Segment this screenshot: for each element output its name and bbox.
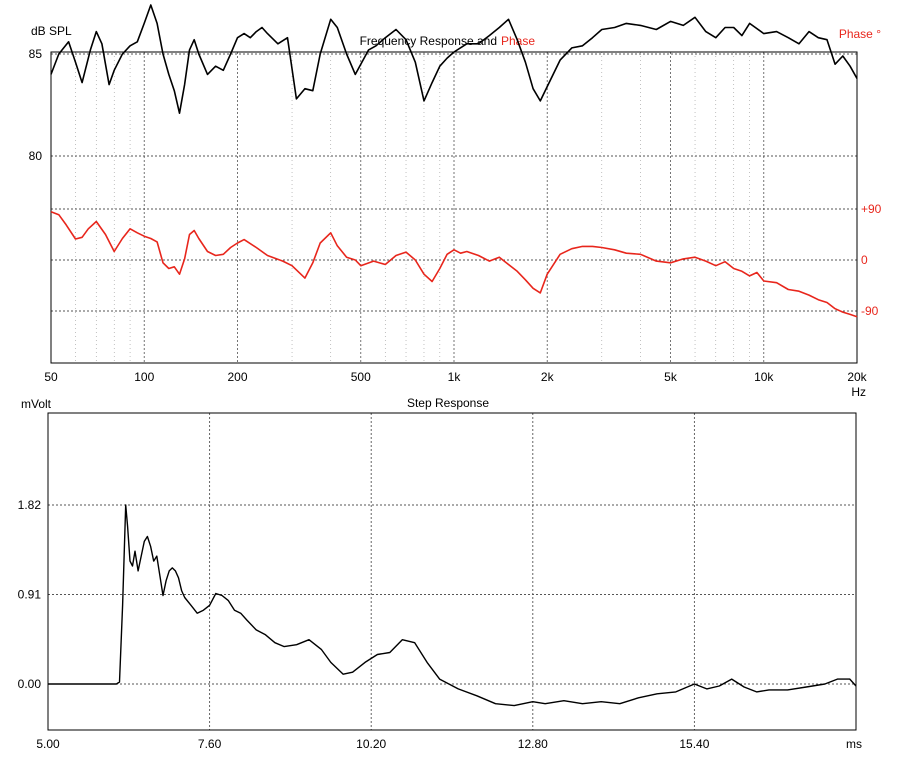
- st-x-tick-label: 7.60: [198, 737, 222, 751]
- fr-x-tick-label: 500: [351, 370, 371, 384]
- fr-ylabel-right: Phase °: [839, 27, 881, 41]
- st-x-tick-label: 5.00: [36, 737, 60, 751]
- fr-tick-labels: 501002005001k2k5k10k20k808590+900-90: [29, 47, 882, 384]
- step-series-line: [48, 504, 857, 707]
- st-xlabel: ms: [846, 737, 862, 751]
- fr-y-right-tick-label: +90: [861, 202, 882, 216]
- fr-ylabel: dB SPL: [31, 24, 72, 38]
- phase-series-line: [50, 211, 858, 318]
- st-tick-labels: 5.00 7.60 10.20 12.80 15.40 0.00 0.91 1.82: [18, 498, 710, 751]
- fr-x-tick-label: 1k: [448, 370, 462, 384]
- st-series: [48, 504, 857, 707]
- fr-x-tick-label: 50: [44, 370, 58, 384]
- fr-y-right-tick-label: 0: [861, 253, 868, 267]
- fr-x-tick-label: 2k: [541, 370, 555, 384]
- fr-xlabel: Hz: [851, 385, 866, 399]
- fr-x-tick-label: 5k: [664, 370, 678, 384]
- st-y-tick-label: 0.00: [18, 677, 42, 691]
- st-grid: [48, 413, 856, 730]
- st-x-tick-label: 12.80: [518, 737, 548, 751]
- st-plot-frame: [47, 412, 857, 731]
- fr-x-tick-label: 10k: [754, 370, 774, 384]
- st-x-tick-label: 10.20: [356, 737, 386, 751]
- fr-x-tick-label: 200: [227, 370, 247, 384]
- step-response-panel: mVolt Step Response ms 5.00 7.60 10.20 12.8…: [18, 396, 862, 751]
- st-x-tick-label: 15.40: [679, 737, 709, 751]
- fr-series: [50, 4, 858, 318]
- st-ylabel: mVolt: [21, 397, 52, 411]
- st-y-tick-label: 1.82: [18, 498, 42, 512]
- fr-grid: [51, 52, 857, 363]
- spl-series-line: [50, 4, 858, 114]
- frequency-response-panel: dB SPL Phase ° Frequency Response and Ph…: [29, 4, 882, 399]
- fr-title: Frequency Response and: [360, 34, 497, 48]
- fr-y-tick-label: 80: [29, 149, 43, 163]
- fr-y-tick-label: 85: [29, 47, 43, 61]
- fr-y-right-tick-label: -90: [861, 304, 879, 318]
- fr-x-tick-label: 20k: [847, 370, 867, 384]
- fr-x-tick-label: 100: [134, 370, 154, 384]
- st-y-tick-label: 0.91: [18, 588, 42, 602]
- st-title: Step Response: [407, 396, 489, 410]
